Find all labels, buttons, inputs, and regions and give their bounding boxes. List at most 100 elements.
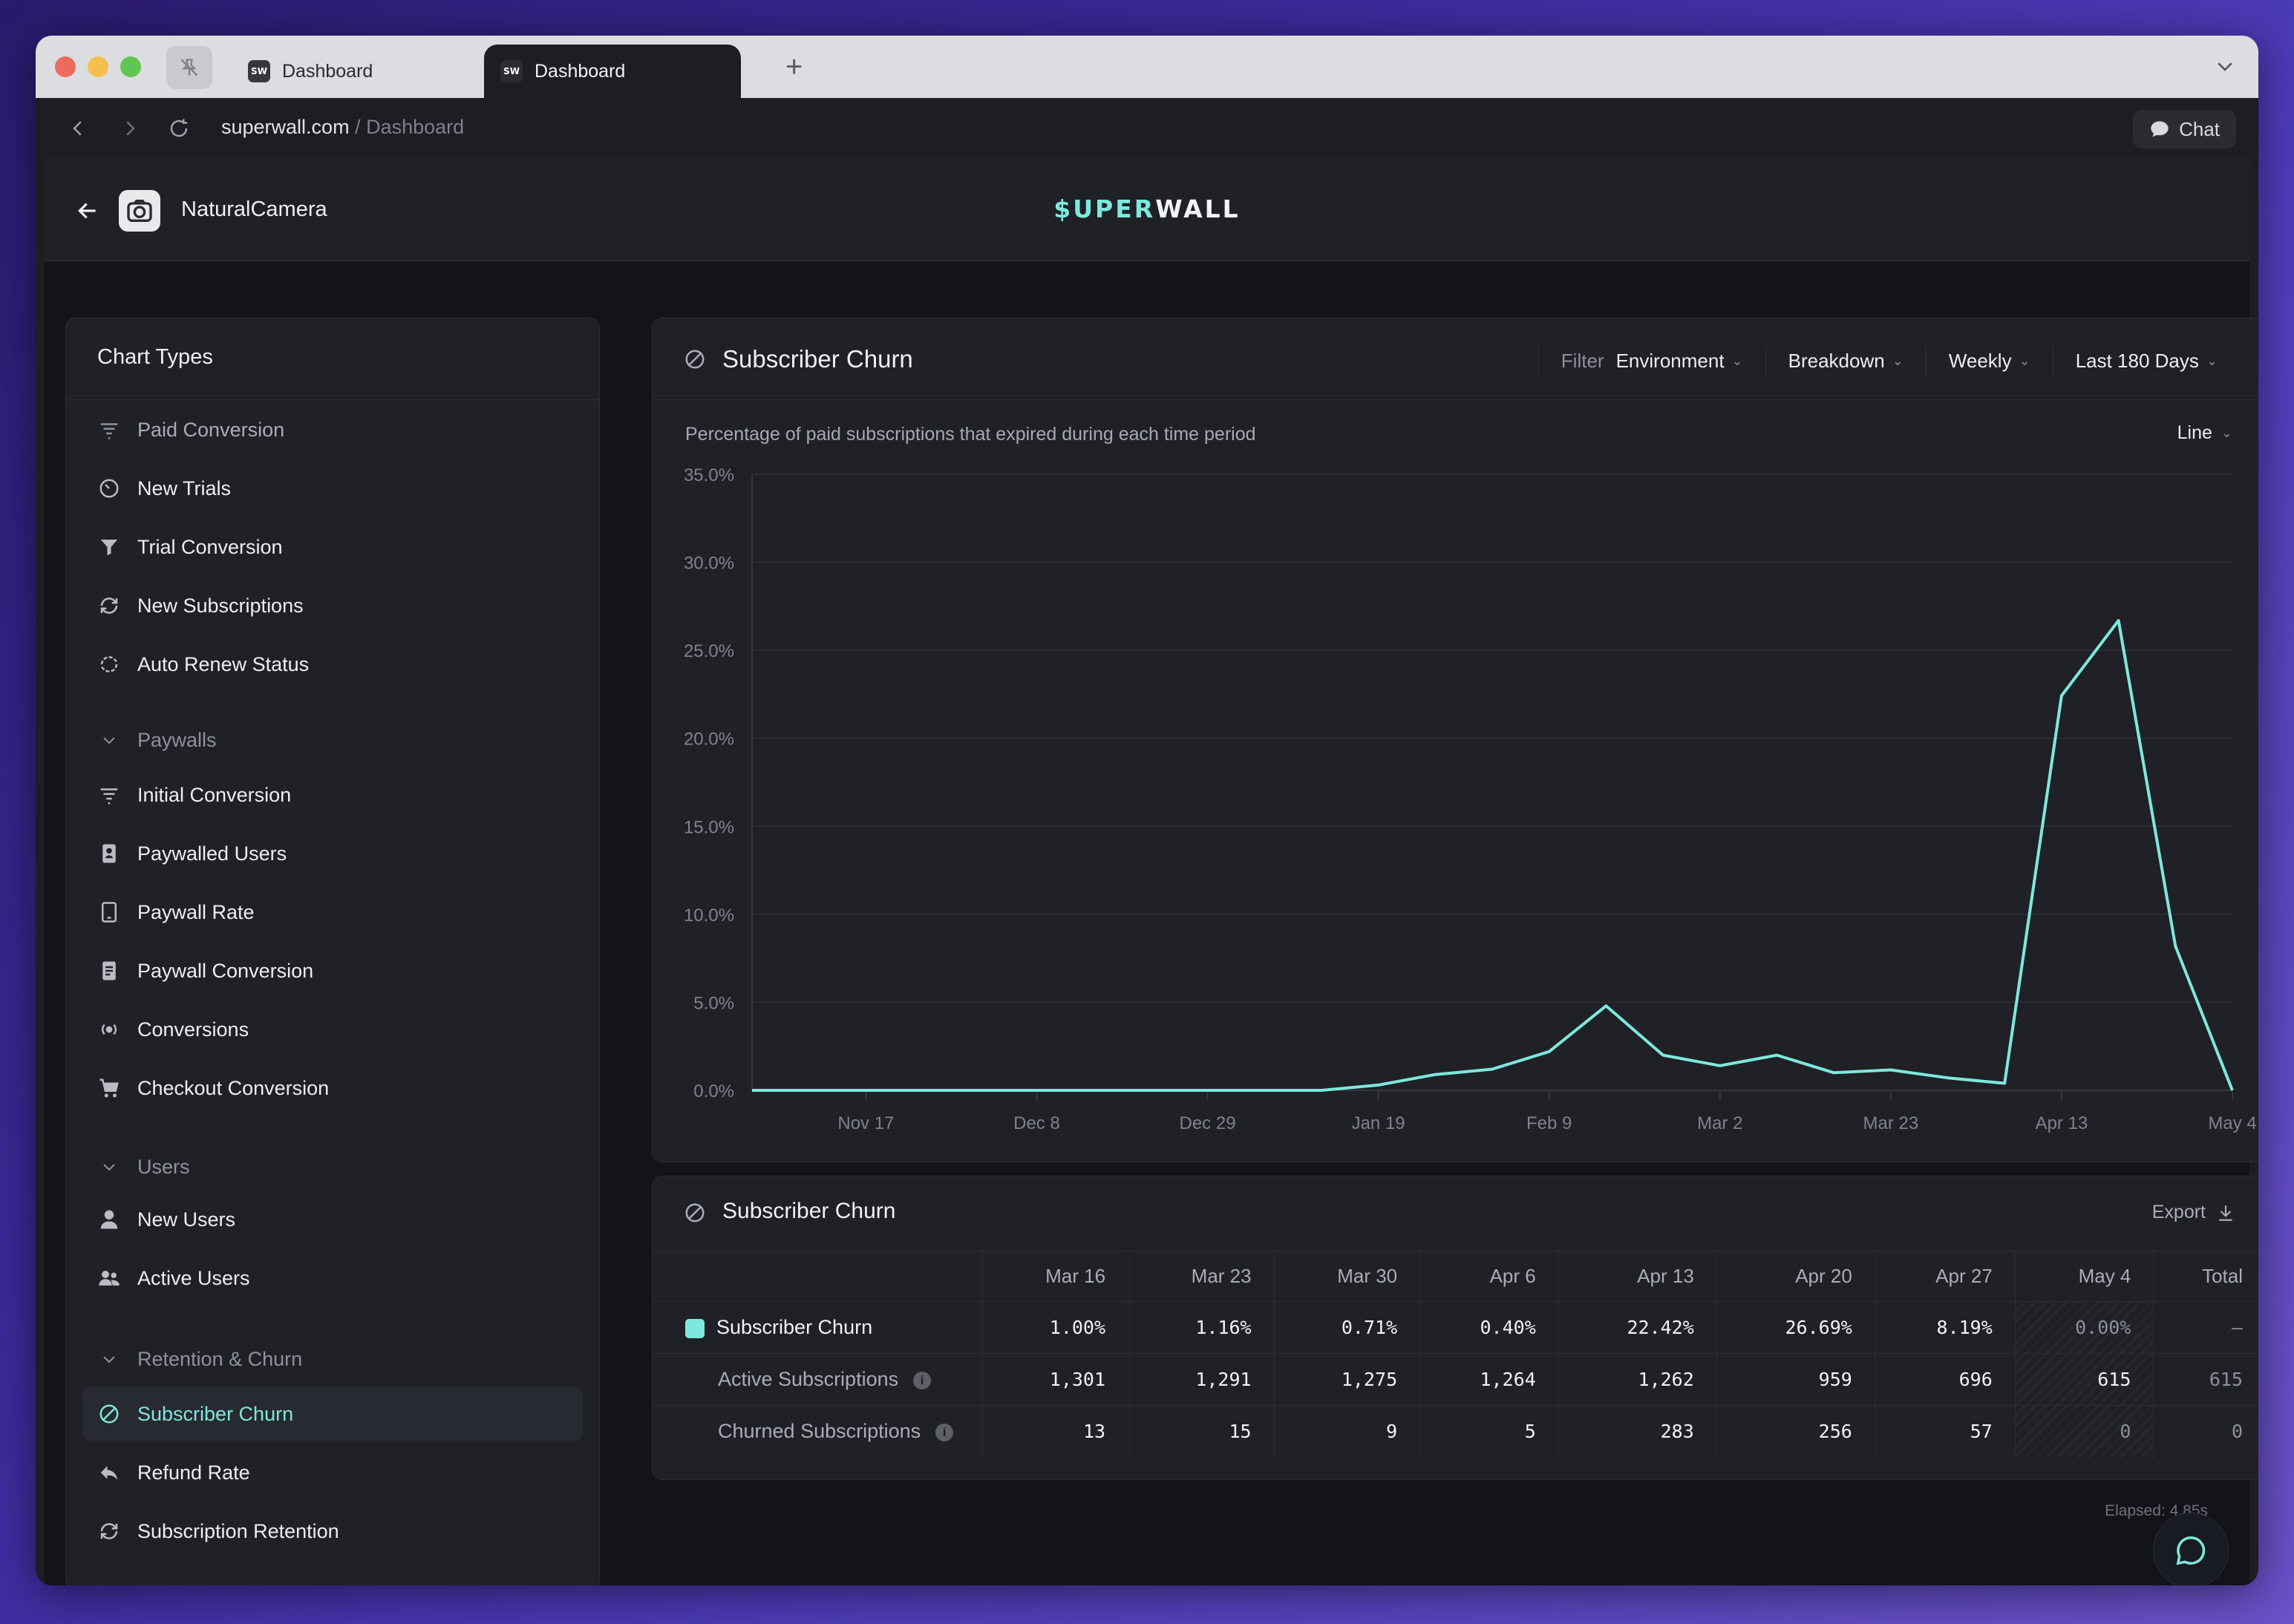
- sidebar-title: Chart Types: [66, 318, 599, 400]
- chat-button[interactable]: Chat: [2133, 110, 2236, 148]
- users-icon: [97, 1266, 121, 1290]
- table-cell: 0.00%: [2014, 1301, 2154, 1354]
- info-icon[interactable]: i: [935, 1424, 954, 1442]
- section-retention-churn[interactable]: Retention & Churn: [82, 1337, 583, 1381]
- funnel-icon: [97, 535, 121, 559]
- chat-bubble-icon: [2176, 1536, 2206, 1565]
- maximize-window-button[interactable]: [120, 56, 141, 77]
- cart-icon: [97, 1076, 121, 1100]
- column-header: Total: [2153, 1251, 2258, 1302]
- row-label-active-subscriptions: Active Subscriptions i: [653, 1353, 982, 1406]
- sidebar-item-conversions[interactable]: Conversions: [82, 1003, 583, 1056]
- slash-circle-icon: [684, 1202, 706, 1228]
- chevron-down-icon: [97, 1155, 121, 1179]
- chevron-down-icon: ⌄: [1892, 353, 1904, 368]
- tab-title: Dashboard: [282, 60, 373, 82]
- sidebar-item-new-users[interactable]: New Users: [82, 1193, 583, 1246]
- support-chat-button[interactable]: [2153, 1513, 2229, 1585]
- column-header: Apr 6: [1419, 1251, 1559, 1302]
- chevron-down-icon[interactable]: [2214, 55, 2236, 81]
- chart-style-dropdown[interactable]: Line ⌄: [2177, 422, 2232, 443]
- minimize-window-button[interactable]: [88, 56, 108, 77]
- chevron-down-icon: ⌄: [2206, 353, 2218, 368]
- new-tab-plus-icon[interactable]: +: [785, 50, 803, 83]
- document-icon: [97, 959, 121, 983]
- tab-dashboard-1[interactable]: SW Dashboard: [232, 45, 514, 98]
- url-field[interactable]: superwall.com / Dashboard: [221, 116, 464, 139]
- x-tick-label: Dec 8: [1013, 1113, 1060, 1133]
- sidebar-item-subscription-retention[interactable]: Subscription Retention: [82, 1505, 583, 1558]
- user-card-icon: [97, 842, 121, 865]
- info-icon[interactable]: i: [913, 1371, 932, 1389]
- close-window-button[interactable]: [55, 56, 76, 77]
- sidebar-item-trial-conversion[interactable]: Trial Conversion: [82, 520, 583, 574]
- table-cell: 1,262: [1558, 1353, 1717, 1406]
- tab-dashboard-2[interactable]: SW Dashboard: [484, 45, 741, 98]
- sidebar-item-refund-rate[interactable]: Refund Rate: [82, 1446, 583, 1499]
- sidebar-item-auto-renew-status[interactable]: Auto Renew Status: [82, 638, 583, 691]
- churn-line-chart: 0.0% 5.0% 10.0% 15.0% 20.0% 25.0% 30.0% 35.0% No…: [684, 465, 2257, 1133]
- date-range-dropdown[interactable]: Last 180 Days ⌄: [2052, 345, 2240, 376]
- export-button[interactable]: Export: [2152, 1202, 2235, 1223]
- x-tick-label: Apr 13: [2036, 1113, 2088, 1133]
- table-header-label: [653, 1251, 982, 1302]
- chart-panel: Subscriber Churn Filter Environment ⌄ Br…: [652, 318, 2258, 1162]
- tab-bar: SW Dashboard SW Dashboard +: [36, 36, 2258, 98]
- interval-dropdown[interactable]: Weekly ⌄: [1925, 345, 2053, 376]
- sidebar-item-new-subscriptions[interactable]: New Subscriptions: [82, 579, 583, 632]
- y-tick-label: 35.0%: [684, 465, 734, 485]
- reload-icon[interactable]: [168, 117, 190, 143]
- column-header: Mar 23: [1128, 1251, 1275, 1302]
- sidebar-item-paywalled-users[interactable]: Paywalled Users: [82, 827, 583, 880]
- table-cell: 13: [981, 1405, 1128, 1458]
- section-paywalls[interactable]: Paywalls: [82, 718, 583, 762]
- slash-circle-icon: [97, 1402, 121, 1426]
- x-tick-label: Mar 2: [1697, 1113, 1742, 1133]
- table-cell: 696: [1874, 1353, 2016, 1406]
- back-icon[interactable]: [67, 117, 89, 143]
- y-tick-label: 20.0%: [684, 730, 734, 750]
- table-cell: 22.42%: [1558, 1301, 1717, 1354]
- table-cell: 0.40%: [1419, 1301, 1559, 1354]
- table-cell: 1.16%: [1128, 1301, 1275, 1354]
- forward-icon[interactable]: [119, 117, 141, 143]
- sidebar-item-paywall-rate[interactable]: Paywall Rate: [82, 885, 583, 939]
- tab-title: Dashboard: [535, 60, 626, 82]
- filter-lines-icon: [97, 418, 121, 442]
- user-icon: [97, 1208, 121, 1231]
- filter-value: Environment: [1615, 349, 1725, 372]
- table-cell: 1,301: [981, 1353, 1128, 1406]
- table-row: Subscriber Churn 1.00% 1.16% 0.71% 0.40%…: [653, 1301, 2258, 1354]
- filter-lines-icon: [97, 783, 121, 807]
- app-name[interactable]: NaturalCamera: [181, 197, 327, 221]
- breakdown-dropdown[interactable]: Breakdown ⌄: [1765, 345, 1926, 376]
- filter-dropdown[interactable]: Filter Environment ⌄: [1537, 345, 1765, 376]
- app-camera-icon: [119, 190, 160, 232]
- slash-circle-icon: [684, 348, 706, 374]
- column-header: Mar 30: [1273, 1251, 1420, 1302]
- back-arrow-icon[interactable]: [76, 199, 99, 226]
- sidebar-item-subscriber-churn[interactable]: Subscriber Churn: [82, 1387, 583, 1441]
- renew-icon: [97, 652, 121, 676]
- table-cell: 57: [1874, 1405, 2016, 1458]
- browser-window: SW Dashboard SW Dashboard + superwall.co…: [36, 36, 2258, 1585]
- chart-description: Percentage of paid subscriptions that ex…: [685, 424, 1256, 445]
- sidebar-item-active-users[interactable]: Active Users: [82, 1251, 583, 1305]
- data-table: Mar 16 Mar 23 Mar 30 Apr 6 Apr 13 Apr 20…: [653, 1251, 2258, 1458]
- chevron-down-icon: ⌄: [2221, 425, 2232, 440]
- table-cell-total: –: [2153, 1301, 2258, 1354]
- sidebar-item-checkout-conversion[interactable]: Checkout Conversion: [82, 1061, 583, 1115]
- column-header: Apr 20: [1716, 1251, 1875, 1302]
- sidebar-item-paywall-conversion[interactable]: Paywall Conversion: [82, 944, 583, 998]
- sidebar-item-initial-conversion[interactable]: Initial Conversion: [82, 768, 583, 822]
- table-cell: 256: [1716, 1405, 1875, 1458]
- y-tick-label: 0.0%: [693, 1081, 734, 1101]
- chevron-down-icon: [97, 728, 121, 752]
- sidebar-item-paid-conversion[interactable]: Paid Conversion: [82, 403, 583, 456]
- pin-icon[interactable]: [166, 46, 212, 89]
- table-cell: 0.71%: [1273, 1301, 1420, 1354]
- download-icon: [2219, 1205, 2232, 1221]
- sidebar-item-new-trials[interactable]: New Trials: [82, 462, 583, 515]
- section-users[interactable]: Users: [82, 1145, 583, 1189]
- chevron-down-icon: ⌄: [1731, 353, 1743, 368]
